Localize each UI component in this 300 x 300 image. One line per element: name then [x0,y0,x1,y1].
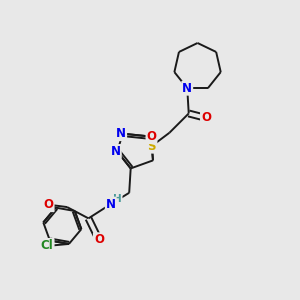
Text: N: N [111,145,121,158]
Text: O: O [44,198,54,211]
Text: S: S [147,140,156,153]
Text: N: N [182,82,192,95]
Text: O: O [201,111,211,124]
Text: Cl: Cl [41,239,54,252]
Text: O: O [94,233,104,246]
Text: N: N [116,127,126,140]
Text: H: H [113,194,122,204]
Text: N: N [106,198,116,211]
Text: O: O [146,130,157,143]
